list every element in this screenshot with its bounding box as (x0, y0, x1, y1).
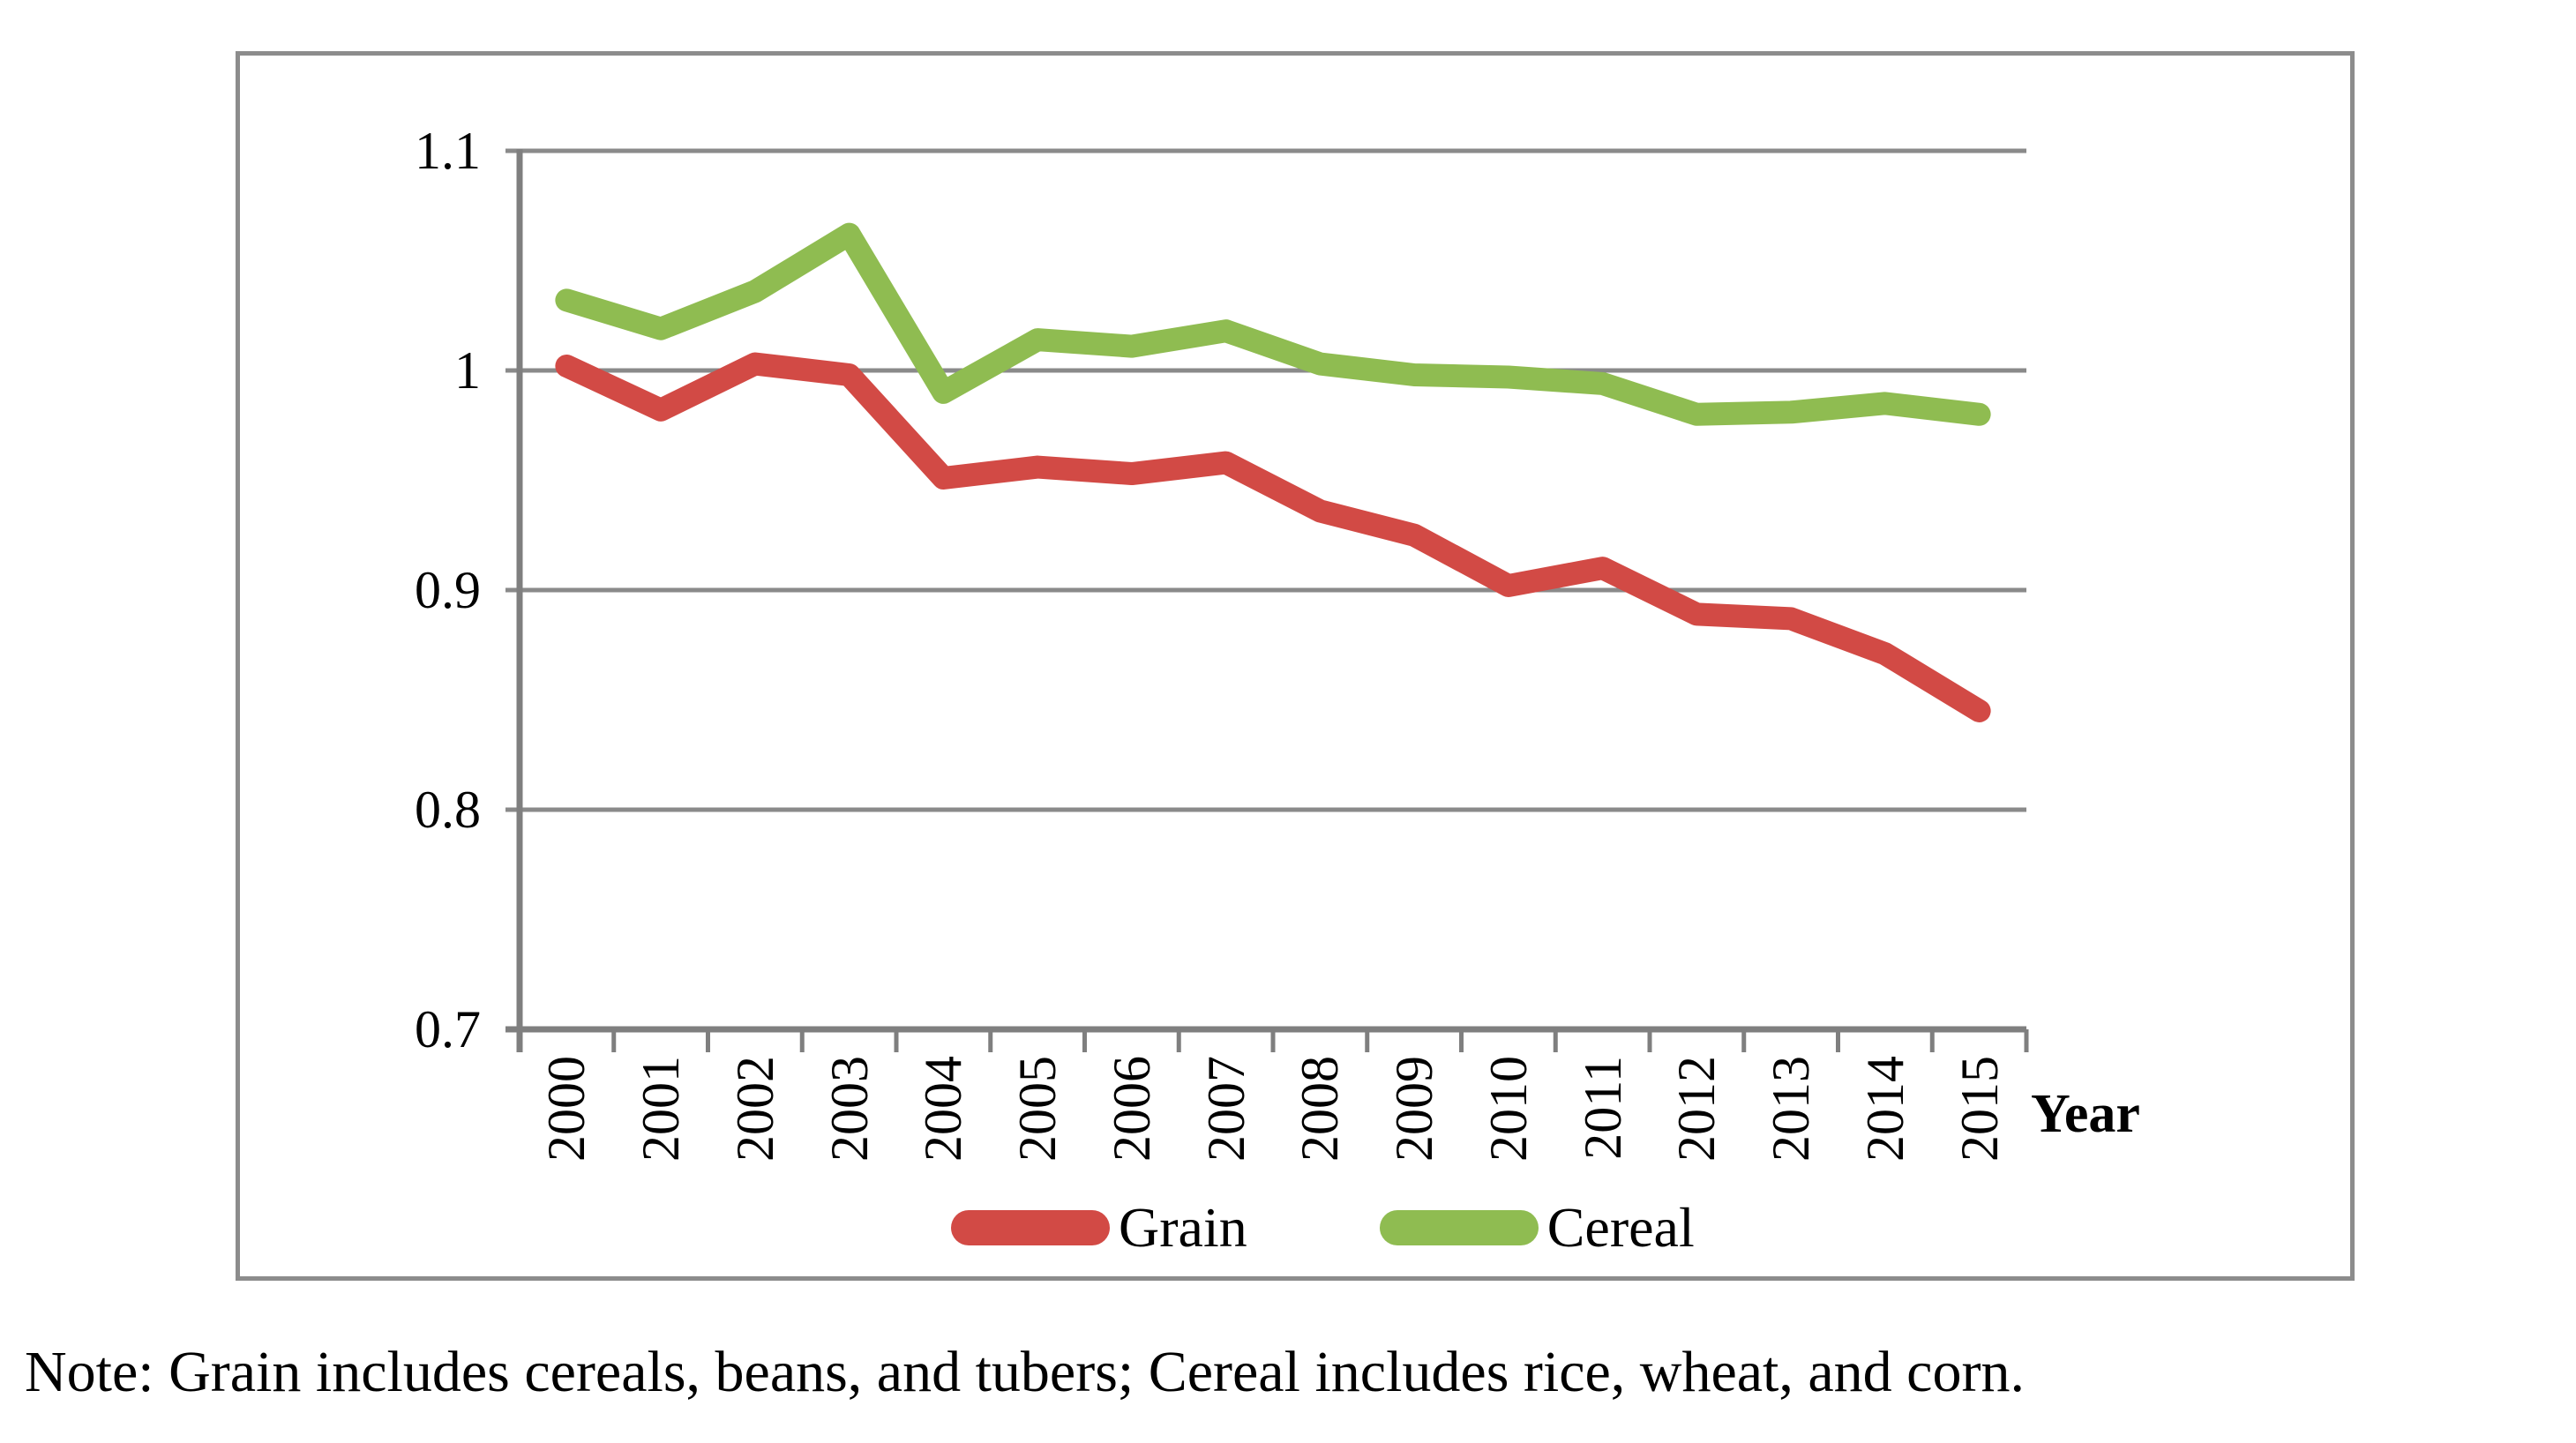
x-tick-label-2007: 2007 (1196, 1056, 1255, 1162)
cereal-line-swatch (1379, 1210, 1539, 1245)
x-tick-label-2010: 2010 (1479, 1056, 1538, 1162)
x-tick-label-2001: 2001 (632, 1056, 691, 1162)
x-tick-label-2012: 2012 (1667, 1056, 1726, 1162)
chart-figure-border (236, 51, 2355, 1281)
y-tick-label-0.9: 0.9 (415, 561, 481, 619)
series-line-cereal (555, 222, 1991, 426)
x-axis-title: Year (2031, 1084, 2140, 1144)
series-line-grain (555, 352, 1991, 722)
legend: Grain Cereal (951, 1193, 1695, 1263)
figure-note: Note: Grain includes cereals, beans, and… (25, 1340, 2025, 1404)
x-tick-label-2004: 2004 (914, 1056, 973, 1162)
legend-item-cereal: Cereal (1379, 1196, 1695, 1260)
x-tick-label-2009: 2009 (1385, 1056, 1444, 1162)
x-tick-label-2015: 2015 (1950, 1056, 2009, 1162)
x-tick-label-2005: 2005 (1008, 1056, 1067, 1162)
y-tick-label-0.8: 0.8 (415, 781, 481, 839)
grain-line-swatch (951, 1210, 1110, 1245)
x-tick-label-2011: 2011 (1573, 1056, 1632, 1160)
legend-label-cereal: Cereal (1546, 1196, 1695, 1259)
legend-item-grain: Grain (951, 1196, 1247, 1260)
x-tick-label-2000: 2000 (537, 1056, 596, 1162)
x-tick-label-2013: 2013 (1762, 1056, 1821, 1162)
legend-label-grain: Grain (1119, 1196, 1247, 1259)
x-tick-label-2002: 2002 (725, 1056, 784, 1162)
y-tick-label-1: 1 (454, 341, 481, 400)
x-tick-label-2014: 2014 (1855, 1056, 1914, 1162)
x-tick-label-2003: 2003 (820, 1056, 879, 1162)
x-tick-label-2008: 2008 (1291, 1056, 1350, 1162)
y-tick-label-0.7: 0.7 (415, 1000, 481, 1058)
y-tick-label-1.1: 1.1 (415, 122, 481, 180)
x-tick-label-2006: 2006 (1102, 1056, 1161, 1162)
